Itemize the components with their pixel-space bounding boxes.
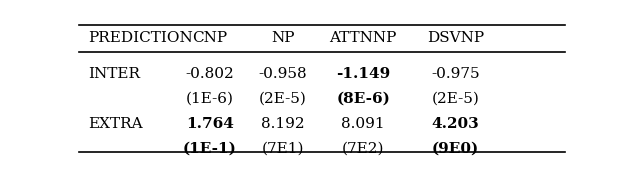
Text: NP: NP (271, 31, 295, 45)
Text: PREDICTION: PREDICTION (88, 31, 193, 45)
Text: DSVNP: DSVNP (427, 31, 484, 45)
Text: (1E-1): (1E-1) (183, 142, 237, 156)
Text: EXTRA: EXTRA (88, 117, 143, 131)
Text: INTER: INTER (88, 67, 140, 81)
Text: (7E1): (7E1) (262, 142, 304, 156)
Text: 8.192: 8.192 (261, 117, 305, 131)
Text: -0.802: -0.802 (185, 67, 234, 81)
Text: 8.091: 8.091 (342, 117, 385, 131)
Text: 4.203: 4.203 (432, 117, 480, 131)
Text: (8E-6): (8E-6) (336, 92, 390, 106)
Text: -0.975: -0.975 (431, 67, 480, 81)
Text: (2E-5): (2E-5) (432, 92, 480, 106)
Text: ATTNNP: ATTNNP (330, 31, 397, 45)
Text: -0.958: -0.958 (259, 67, 307, 81)
Text: (2E-5): (2E-5) (259, 92, 307, 106)
Text: -1.149: -1.149 (336, 67, 391, 81)
Text: CNP: CNP (192, 31, 227, 45)
Text: (7E2): (7E2) (342, 142, 384, 156)
Text: (9E0): (9E0) (432, 142, 479, 156)
Text: (1E-6): (1E-6) (186, 92, 234, 106)
Text: 1.764: 1.764 (186, 117, 234, 131)
